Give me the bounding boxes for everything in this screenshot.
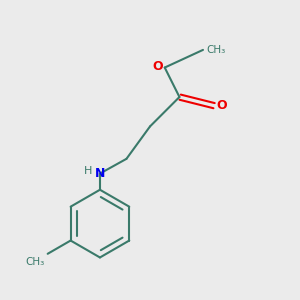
Text: N: N — [95, 167, 105, 180]
Text: O: O — [152, 60, 163, 73]
Text: H: H — [84, 166, 93, 176]
Text: CH₃: CH₃ — [26, 257, 45, 267]
Text: CH₃: CH₃ — [206, 45, 226, 55]
Text: O: O — [216, 99, 226, 112]
